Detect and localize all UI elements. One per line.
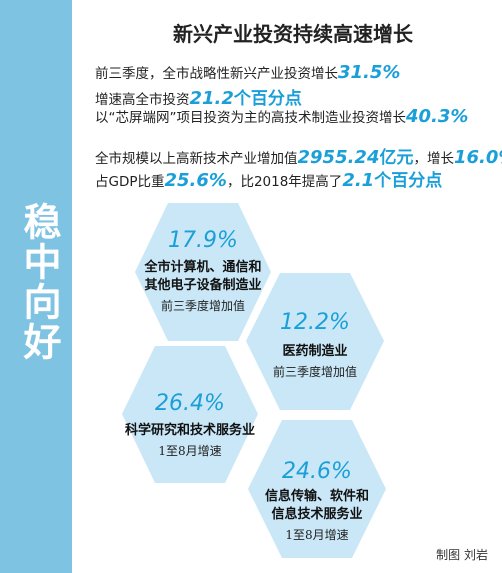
hexagon-1-pct: 17.9% — [168, 228, 238, 253]
hexagon-4-sub: 1至8月增速 — [285, 528, 349, 542]
hexagon-2-content: 12.2% 医药制造业 前三季度增加值 — [240, 310, 390, 380]
hexagon-1-sub: 前三季度增加值 — [160, 299, 245, 313]
stat-line-2: 增速高全市投资21.2个百分点 — [95, 84, 302, 109]
hexagon-2-pct: 12.2% — [280, 310, 350, 335]
stat-line-4-value-2: 16.0% — [453, 147, 502, 168]
hexagon-4-name-2: 信息技术服务业 — [271, 507, 363, 522]
stat-line-3-value: 40.3% — [406, 106, 469, 127]
hexagon-4-pct: 24.6% — [282, 459, 352, 484]
stat-line-4-value: 2955.24 — [297, 147, 380, 168]
stat-line-1-value: 31.5% — [338, 62, 401, 83]
stat-line-3-text: 以“芯屏端网”项目投资为主的高技术制造业投资增长 — [95, 110, 406, 126]
stat-line-4: 全市规模以上高新技术产业增加值2955.24亿元，增长16.0% — [95, 143, 502, 168]
stat-line-5-unit: 个百分点 — [374, 171, 443, 191]
hexagon-2-sub: 前三季度增加值 — [272, 365, 357, 379]
stat-line-5-value-2: 2.1 — [342, 170, 375, 191]
stat-line-2-text: 增速高全市投资 — [95, 92, 190, 108]
hexagon-2-name: 医药制造业 — [282, 344, 348, 359]
hexagon-1 — [135, 203, 271, 341]
stat-line-3: 以“芯屏端网”项目投资为主的高技术制造业投资增长40.3% — [95, 106, 468, 127]
stat-line-2-unit: 个百分点 — [233, 89, 302, 109]
hexagon-3 — [122, 346, 258, 483]
side-title: 稳中向好 — [17, 202, 62, 362]
hexagon-2 — [246, 273, 384, 410]
page-title: 新兴产业投资持续高速增长 — [173, 22, 413, 46]
hexagon-1-content: 17.9% 全市计算机、通信和 其他电子设备制造业 前三季度增加值 — [128, 228, 278, 314]
stat-line-5: 占GDP比重25.6%，比2018年提高了2.1个百分点 — [95, 166, 442, 191]
hexagon-4-name-1: 信息传输、软件和 — [264, 489, 369, 504]
stat-line-5-text-2: ，比2018年提高了 — [226, 174, 343, 190]
stat-line-5-value: 25.6% — [164, 170, 227, 191]
stat-line-1: 前三季度，全市战略性新兴产业投资增长31.5% — [95, 62, 400, 83]
side-band — [0, 0, 72, 573]
stat-line-1-text: 前三季度，全市战略性新兴产业投资增长 — [95, 66, 338, 82]
hexagon-3-sub: 1至8月增速 — [158, 444, 222, 458]
hexagon-1-name-1: 全市计算机、通信和 — [144, 260, 262, 275]
credit: 制图 刘岩 — [436, 548, 488, 562]
hexagon-3-name: 科学研究和技术服务业 — [124, 423, 255, 438]
hexagon-4 — [248, 420, 386, 558]
stat-line-2-value: 21.2 — [189, 88, 234, 109]
hexagon-3-content: 26.4% 科学研究和技术服务业 1至8月增速 — [115, 391, 265, 459]
hexagon-3-pct: 26.4% — [155, 391, 225, 416]
stat-line-4-text: 全市规模以上高新技术产业增加值 — [95, 151, 298, 167]
stat-line-4-unit: 亿元 — [379, 148, 414, 168]
stat-line-5-text: 占GDP比重 — [95, 174, 165, 190]
stat-line-4-text-2: ，增长 — [413, 151, 454, 167]
hexagon-4-content: 24.6% 信息传输、软件和 信息技术服务业 1至8月增速 — [242, 459, 392, 543]
hexagon-1-name-2: 其他电子设备制造业 — [144, 278, 262, 293]
